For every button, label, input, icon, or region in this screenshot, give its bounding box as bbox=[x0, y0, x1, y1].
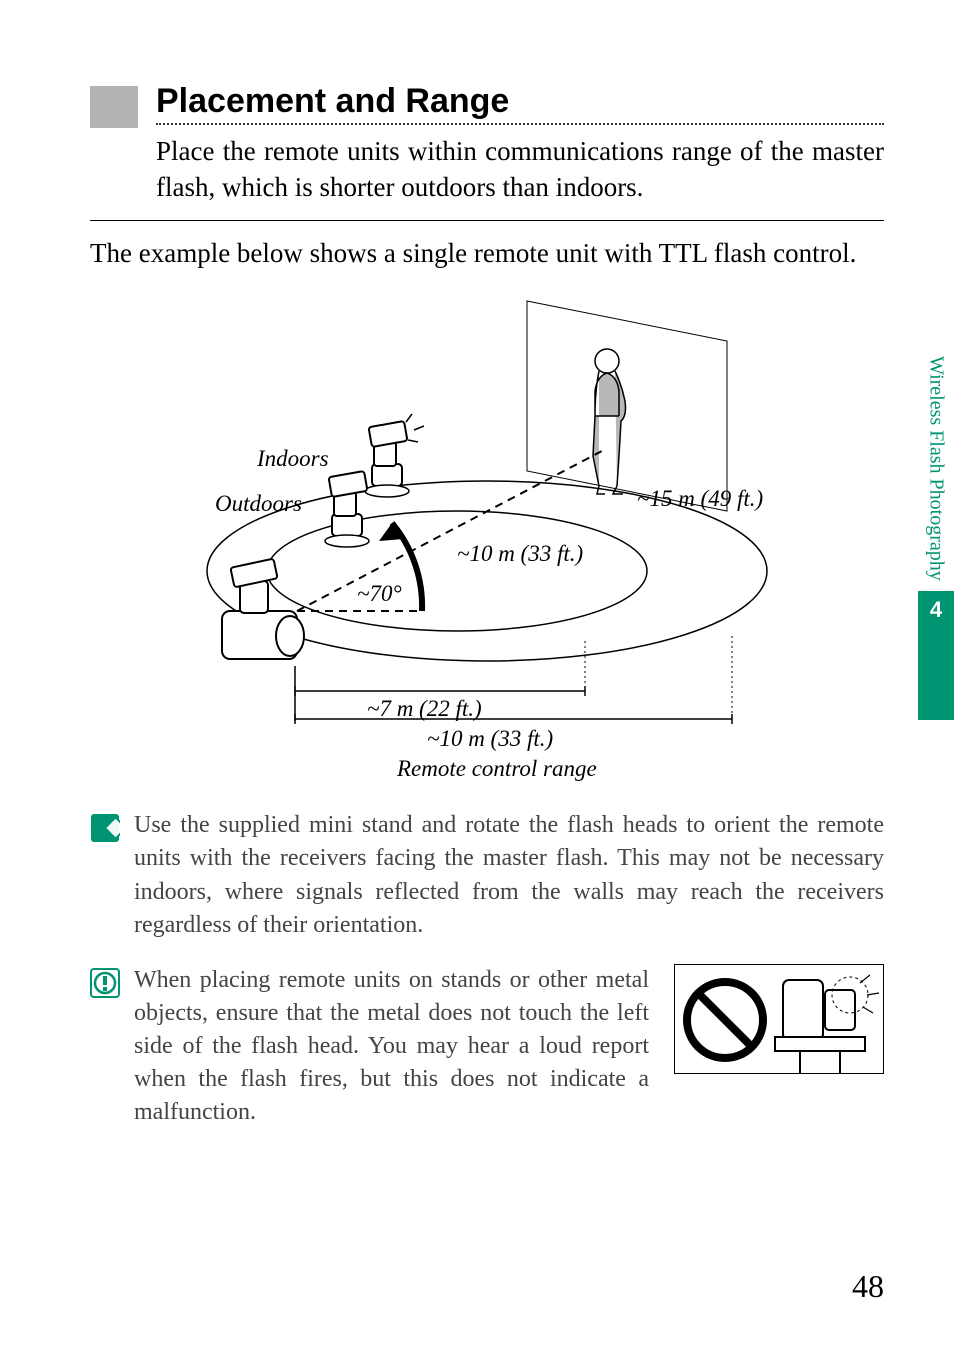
caution-icon bbox=[90, 968, 120, 998]
tip-note: Use the supplied mini stand and rotate t… bbox=[90, 809, 884, 941]
range-diagram: Indoors Outdoors ~70° ~10 m (33 ft.) ~15… bbox=[167, 291, 807, 791]
caution-text: When placing remote units on stands or o… bbox=[134, 964, 664, 1130]
body-text: The example below shows a single remote … bbox=[90, 235, 884, 271]
label-indoors: Indoors bbox=[256, 446, 329, 471]
side-tab-label: Wireless Flash Photography bbox=[925, 350, 948, 591]
heading-marker bbox=[90, 86, 138, 128]
caution-note: When placing remote units on stands or o… bbox=[90, 964, 884, 1130]
diagram-caption: Remote control range bbox=[396, 756, 597, 781]
heading-row: Placement and Range Place the remote uni… bbox=[90, 82, 884, 206]
page-number: 48 bbox=[852, 1268, 884, 1305]
intro-text: Place the remote units within communicat… bbox=[156, 133, 884, 206]
side-tab: Wireless Flash Photography 4 bbox=[918, 350, 954, 720]
heading-block: Placement and Range Place the remote uni… bbox=[156, 82, 884, 206]
label-10m-arc: ~10 m (33 ft.) bbox=[457, 541, 583, 566]
label-10m: ~10 m (33 ft.) bbox=[427, 726, 553, 751]
label-angle: ~70° bbox=[357, 581, 402, 606]
label-7m: ~7 m (22 ft.) bbox=[367, 696, 482, 721]
caution-figure bbox=[674, 964, 884, 1074]
section-title: Placement and Range bbox=[156, 82, 884, 125]
tip-icon bbox=[90, 813, 120, 843]
side-tab-number: 4 bbox=[918, 591, 954, 720]
divider bbox=[90, 220, 884, 221]
page-container: Placement and Range Place the remote uni… bbox=[0, 0, 954, 1345]
tip-text: Use the supplied mini stand and rotate t… bbox=[134, 809, 884, 941]
label-15m: ~15 m (49 ft.) bbox=[637, 486, 763, 511]
label-outdoors: Outdoors bbox=[215, 491, 302, 516]
